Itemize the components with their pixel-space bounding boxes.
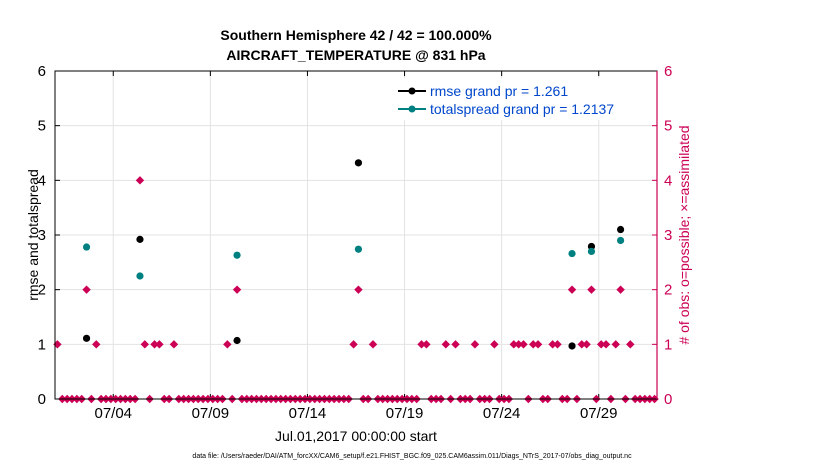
x-tick-label: 07/29 — [580, 405, 618, 422]
obs-count-marker — [451, 340, 460, 349]
legend: rmse grand pr = 1.261 totalspread grand … — [384, 78, 656, 120]
rmse-point — [82, 334, 91, 342]
ticks-layer: 07/04 07/09 07/14 07/19 07/24 07/29 0 1 2 3 4 5 6 0 1 2… — [38, 63, 673, 422]
x-tick-label: 07/04 — [94, 405, 132, 422]
obs-count-marker — [441, 340, 451, 349]
obs-count-marker — [490, 340, 499, 349]
rmse-point — [354, 159, 363, 167]
y2-axis-label: # of obs: o=possible; ×=assimilated — [676, 125, 692, 344]
obs-count-marker — [548, 340, 557, 349]
obs-count-marker — [470, 340, 480, 349]
y2-tick-label: 5 — [664, 118, 672, 135]
obs-count-marker — [601, 340, 611, 349]
totalspread-point — [233, 251, 241, 259]
obs-count-marker — [519, 340, 528, 349]
obs-count-marker — [135, 176, 145, 185]
x-tick-label: 07/24 — [483, 405, 521, 422]
footer-data-file: data file: /Users/raeder/DAI/ATM_forcXX/… — [192, 453, 632, 460]
legend-spread-label: totalspread grand pr = 1.2137 — [430, 101, 614, 117]
obs-count-marker — [223, 340, 232, 349]
totalspread-point — [354, 245, 363, 253]
obs-count-marker — [232, 285, 242, 294]
x-tick-label: 07/14 — [289, 405, 327, 422]
obs-count-marker — [587, 285, 596, 294]
obs-count-marker — [82, 285, 91, 294]
y-tick-label: 0 — [38, 391, 46, 408]
obs-count-marker — [417, 340, 426, 349]
legend-spread-marker — [408, 105, 416, 113]
obs-count-marker — [596, 340, 606, 349]
obs-count-marker — [422, 340, 431, 349]
x-axis-label: Jul.01,2017 00:00:00 start — [275, 428, 437, 444]
x-tick-label: 07/19 — [386, 405, 424, 422]
y-tick-label: 3 — [38, 227, 46, 244]
y-axis-label: rmse and totalspread — [25, 169, 41, 301]
rmse-point — [136, 235, 144, 243]
y-tick-label: 1 — [38, 336, 46, 353]
obs-count-marker — [577, 340, 586, 349]
obs-count-marker — [349, 340, 358, 349]
obs-count-marker — [567, 285, 577, 294]
obs-count-marker — [169, 340, 179, 349]
series-layer — [82, 159, 625, 350]
totalspread-point — [82, 243, 91, 251]
rmse-point — [568, 342, 576, 350]
obs-count-marker — [92, 340, 101, 349]
totalspread-point — [587, 247, 596, 255]
obs-count-marker — [155, 340, 164, 349]
y2-tick-label: 3 — [664, 227, 672, 244]
y2-tick-label: 4 — [664, 172, 672, 189]
x-tick-label: 07/09 — [192, 405, 230, 422]
rmse-point — [587, 242, 596, 251]
obs-count-marker — [626, 340, 635, 349]
legend-rmse-label: rmse grand pr = 1.261 — [430, 83, 568, 99]
obs-count-marker — [368, 340, 378, 349]
obs-count-marker — [616, 285, 625, 294]
obs-count-marker — [514, 340, 523, 349]
totalspread-point — [616, 236, 625, 245]
chart-title: Southern Hemisphere 42 / 42 = 100.000% — [220, 27, 492, 43]
rmse-point — [233, 336, 241, 345]
obs-count-marker — [354, 285, 363, 294]
obs-count-marker — [611, 340, 620, 349]
totalspread-point — [136, 272, 144, 280]
chart-subtitle: AIRCRAFT_TEMPERATURE @ 831 hPa — [226, 47, 485, 63]
obs-count-marker — [509, 340, 518, 349]
obs-count-marker — [533, 340, 543, 349]
y2-tick-label: 0 — [664, 391, 672, 408]
totalspread-point — [568, 249, 576, 258]
y-tick-label: 6 — [38, 63, 46, 80]
obs-count-marker — [582, 340, 591, 349]
obs-count-marker — [150, 340, 159, 349]
rmse-point — [616, 225, 625, 234]
legend-rmse-marker — [408, 87, 416, 95]
obs-count-marker — [529, 340, 538, 349]
obs-count-marker — [140, 340, 150, 349]
y2-tick-label: 6 — [664, 63, 672, 80]
y2-tick-label: 2 — [664, 282, 672, 299]
obs-count-marker — [553, 340, 562, 349]
y-tick-label: 5 — [38, 118, 46, 135]
y-tick-label: 2 — [38, 282, 46, 299]
y-tick-label: 4 — [38, 172, 46, 189]
y2-tick-label: 1 — [664, 336, 672, 353]
